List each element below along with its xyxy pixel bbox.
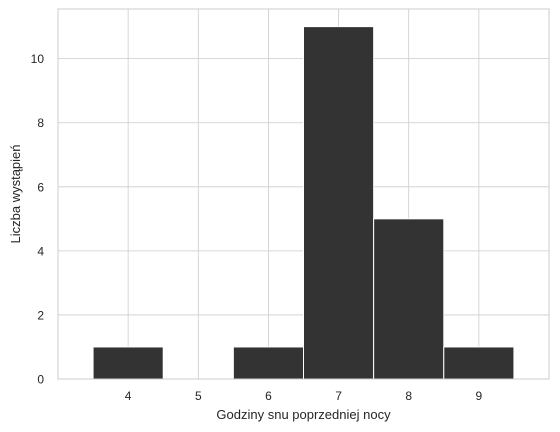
bars [93,27,514,379]
x-tick-label: 7 [335,389,342,403]
y-tick-label: 4 [37,244,44,258]
x-axis-label: Godziny snu poprzedniej nocy [216,407,391,422]
histogram-bar [233,347,303,379]
y-tick-label: 0 [37,373,44,387]
y-tick-labels: 0 2 4 6 8 10 [31,52,45,386]
y-axis-label: Liczba wystąpień [8,145,23,244]
y-tick-label: 6 [37,180,44,194]
y-tick-label: 8 [37,116,44,130]
y-tick-label: 2 [37,308,44,322]
x-tick-label: 5 [195,389,202,403]
histogram-bar [93,347,163,379]
histogram-bar [374,219,444,379]
x-tick-label: 6 [265,389,272,403]
histogram-bar [304,27,374,379]
x-tick-label: 8 [405,389,412,403]
x-tick-label: 9 [476,389,483,403]
histogram-bar [444,347,514,379]
x-tick-labels: 4 5 6 7 8 9 [125,389,483,403]
y-tick-label: 10 [31,52,45,66]
x-tick-label: 4 [125,389,132,403]
